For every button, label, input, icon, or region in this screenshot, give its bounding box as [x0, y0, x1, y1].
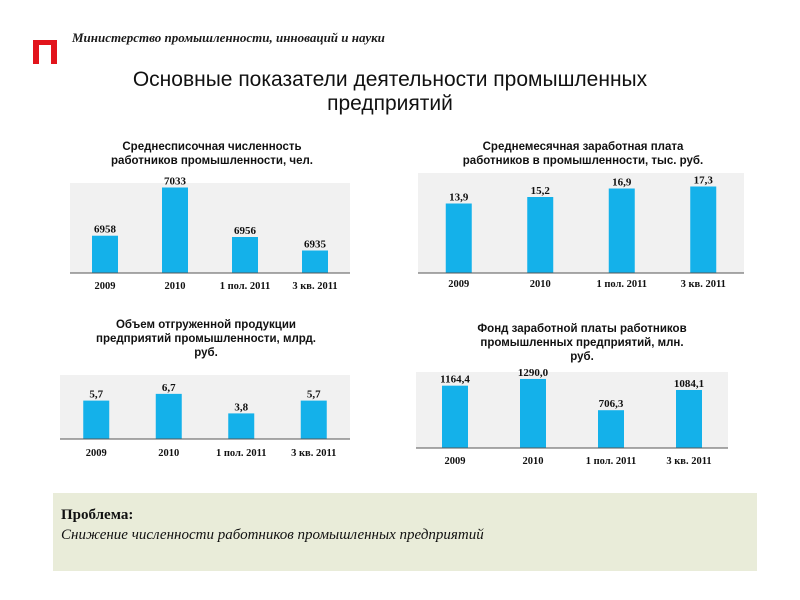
chart-title-line: Фонд заработной платы работников: [477, 323, 687, 335]
page-title-line-2: предприятий: [327, 92, 453, 115]
ministry-logo: [33, 40, 57, 64]
x-tick-label: 2010: [522, 456, 544, 467]
chart-svg: 6958 7033 6956 6935: [70, 176, 350, 274]
x-axis-labels: 2009 2010 1 пол. 2011 3 кв. 2011: [418, 279, 744, 290]
plot-area: 13,9 15,2 16,9 17,3: [418, 173, 744, 274]
chart-title-line: руб.: [570, 351, 594, 363]
x-tick-label: 2010: [529, 279, 551, 290]
chart-title-line: Объем отгруженной продукции: [115, 319, 297, 331]
chart-payroll-fund: Фонд заработной платы работников промышл…: [416, 322, 748, 472]
page-title: Основные показатели деятельности промышл…: [60, 68, 720, 116]
x-tick-label: 2009: [444, 456, 466, 467]
plot-area: 1164,4 1290,0 706,3 1084,1: [416, 367, 728, 449]
bar-1 пол. 2011: [608, 188, 635, 273]
chart-shipped-products: Объем отгруженной продукции предприятий …: [60, 318, 352, 468]
bar-2009: [92, 235, 118, 273]
chart-title: Объем отгруженной продукции предприятий …: [60, 318, 352, 360]
x-tick-label: 2009: [448, 279, 470, 290]
chart-title-line: Среднемесячная заработная плата: [482, 141, 684, 153]
chart-svg: 5,7 6,7 3,8 5,7: [60, 382, 350, 440]
data-label: 5,7: [307, 389, 321, 401]
x-tick-label: 3 кв. 2011: [666, 456, 712, 467]
bar-2010: [527, 197, 554, 273]
x-tick-label: 1 пол. 2011: [219, 281, 271, 292]
x-axis-labels: 2009 2010 1 пол. 2011 3 кв. 2011: [70, 281, 350, 292]
bar-1 пол. 2011: [598, 410, 624, 448]
chart-title: Среднесписочная численность работников п…: [70, 140, 354, 168]
bar-3 кв. 2011: [676, 389, 702, 448]
x-tick-label: 2010: [158, 448, 180, 459]
bar-3 кв. 2011: [302, 250, 328, 273]
x-tick-label: 2010: [164, 281, 186, 292]
plot-area: 5,7 6,7 3,8 5,7: [60, 375, 350, 440]
bar-2009: [445, 203, 472, 273]
data-label: 6958: [94, 224, 117, 236]
data-label: 13,9: [449, 192, 469, 204]
data-label: 16,9: [612, 177, 632, 189]
x-tick-label: 1 пол. 2011: [596, 279, 648, 290]
plot-area: 6958 7033 6956 6935: [70, 176, 350, 274]
x-tick-label: 3 кв. 2011: [680, 279, 726, 290]
data-label: 15,2: [531, 185, 551, 197]
bar-1 пол. 2011: [232, 237, 258, 273]
data-label: 706,3: [599, 398, 624, 410]
data-label: 5,7: [89, 389, 103, 401]
problem-text: Снижение численности работников промышле…: [61, 527, 484, 543]
chart-title-line: работников в промышленности, тыс. руб.: [462, 155, 704, 167]
chart-title: Фонд заработной платы работников промышл…: [416, 322, 748, 364]
bar-3 кв. 2011: [690, 186, 717, 273]
data-label: 6,7: [162, 382, 176, 394]
data-label: 6956: [234, 225, 257, 237]
bar-2010: [162, 187, 188, 273]
data-label: 17,3: [694, 175, 714, 187]
problem-panel: Проблема: Снижение численности работнико…: [53, 493, 757, 571]
problem-title: Проблема:: [61, 507, 134, 523]
data-label: 1164,4: [440, 374, 470, 386]
x-axis-labels: 2009 2010 1 пол. 2011 3 кв. 2011: [60, 448, 350, 459]
x-tick-label: 3 кв. 2011: [292, 281, 338, 292]
page-title-line-1: Основные показатели деятельности промышл…: [132, 68, 648, 91]
chart-avg-salary: Среднемесячная заработная плата работник…: [418, 140, 748, 300]
data-label: 7033: [164, 176, 187, 188]
bar-2010: [155, 393, 182, 439]
chart-title-line: предприятий промышленности, млрд.: [96, 333, 316, 345]
bar-2010: [520, 378, 546, 448]
x-tick-label: 3 кв. 2011: [291, 448, 337, 459]
chart-title-line: руб.: [194, 347, 218, 359]
data-label: 6935: [304, 239, 327, 251]
chart-svg: 13,9 15,2 16,9 17,3: [418, 175, 744, 274]
data-label: 1290,0: [518, 367, 549, 379]
bar-2009: [83, 400, 110, 439]
x-tick-label: 2009: [85, 448, 107, 459]
data-label: 1084,1: [674, 378, 704, 390]
chart-svg: 1164,4 1290,0 706,3 1084,1: [416, 367, 728, 449]
ministry-name: Министерство промышленности, инноваций и…: [72, 30, 385, 45]
chart-title-line: промышленных предприятий, млн.: [480, 337, 684, 349]
chart-headcount: Среднесписочная численность работников п…: [70, 140, 354, 300]
x-tick-label: 1 пол. 2011: [215, 448, 267, 459]
data-label: 3,8: [234, 401, 248, 413]
bar-1 пол. 2011: [228, 413, 255, 439]
chart-title-line: Среднесписочная численность: [122, 141, 302, 153]
bar-2009: [442, 385, 468, 448]
x-tick-label: 1 пол. 2011: [585, 456, 637, 467]
chart-title-line: работников промышленности, чел.: [111, 155, 313, 167]
chart-title: Среднемесячная заработная плата работник…: [418, 140, 748, 168]
x-tick-label: 2009: [94, 281, 116, 292]
x-axis-labels: 2009 2010 1 пол. 2011 3 кв. 2011: [416, 456, 728, 467]
bar-3 кв. 2011: [300, 400, 327, 439]
